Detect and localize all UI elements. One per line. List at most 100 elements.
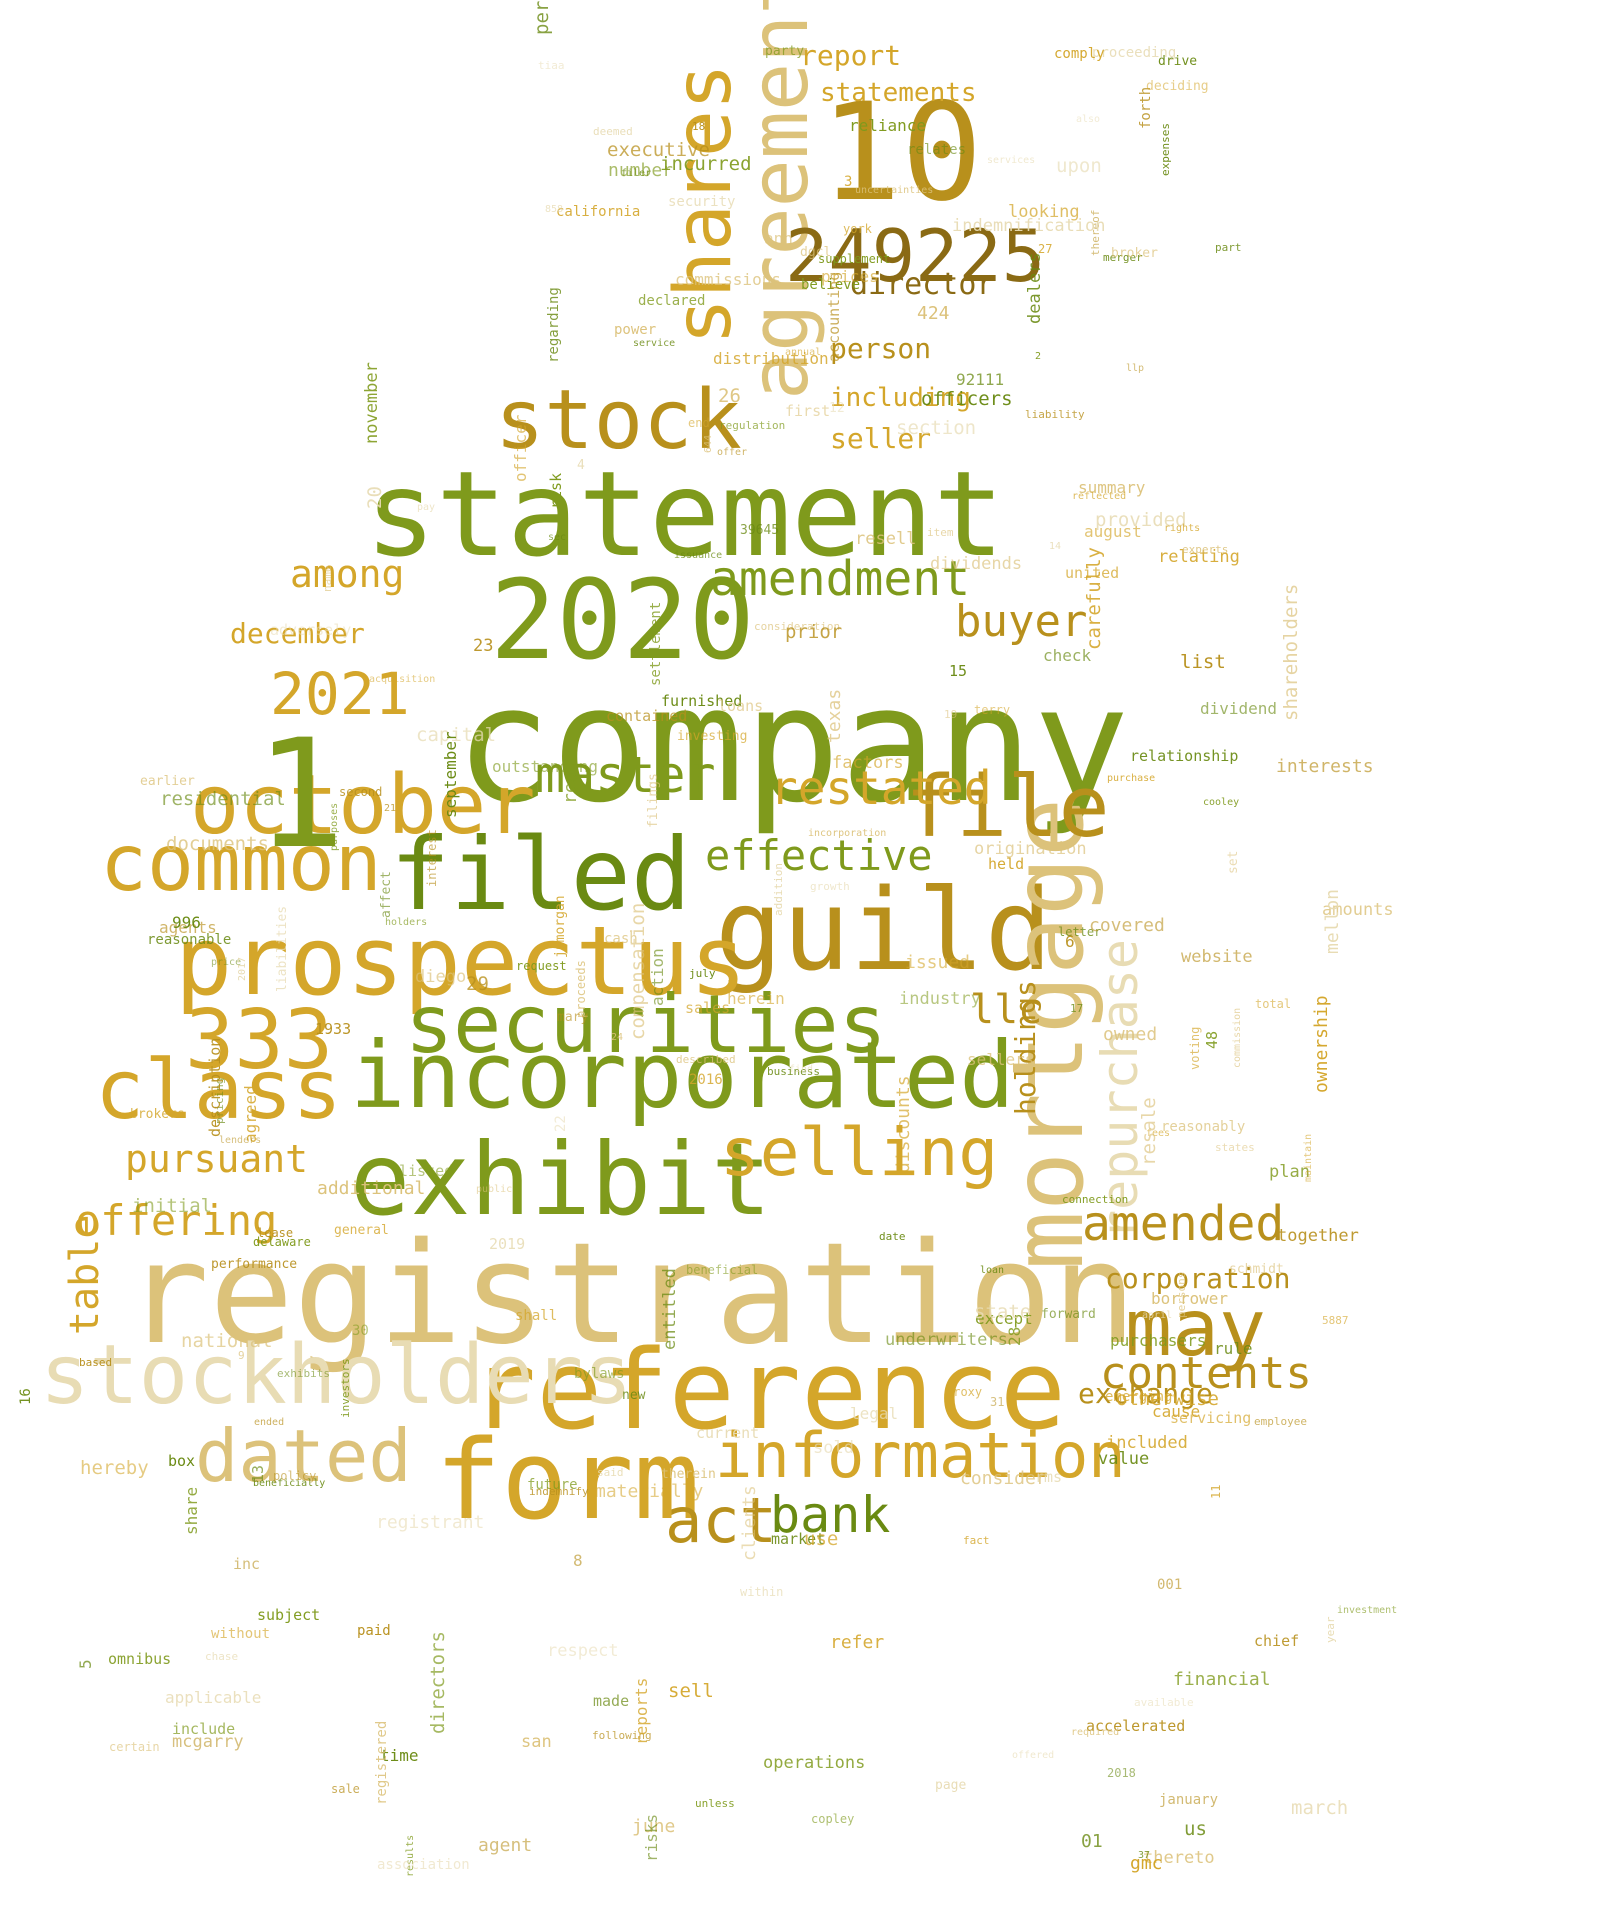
word-security: security <box>668 194 736 210</box>
word-pay: pay <box>417 502 436 513</box>
word-omnibus: omnibus <box>108 1650 172 1668</box>
word-19: 19 <box>944 708 958 721</box>
word-liability: liability <box>1025 408 1085 421</box>
word-risk: risk <box>547 472 565 509</box>
word-interest: interest <box>425 829 439 887</box>
word-chase: chase <box>205 1650 239 1663</box>
word-llc: llc <box>970 987 1043 1033</box>
word-interests: interests <box>1276 756 1374 777</box>
word-24: 24 <box>611 1032 624 1043</box>
word-333: 333 <box>185 993 334 1088</box>
word-include: include <box>172 1720 236 1738</box>
word-september: september <box>441 731 460 818</box>
word-22: 22 <box>553 1115 569 1132</box>
word-dividend: dividend <box>1200 699 1278 718</box>
word-deciding: deciding <box>1146 79 1209 94</box>
word-owned: owned <box>1103 1024 1158 1045</box>
word-voting: voting <box>1188 1026 1202 1070</box>
word-made: made <box>593 1692 630 1710</box>
word-uncertainties: uncertainties <box>855 185 934 196</box>
word-9: 9 <box>238 1349 245 1362</box>
word-financial: financial <box>1173 1669 1271 1690</box>
word-rights: rights <box>1164 523 1201 534</box>
word-29: 29 <box>466 973 489 995</box>
word-may: may <box>1125 1284 1266 1374</box>
word-san: san <box>521 1732 552 1752</box>
word-rms: rms <box>1035 1468 1063 1486</box>
word-otherwise: otherwise <box>1116 1388 1219 1410</box>
word-858: 858 <box>545 204 564 215</box>
word-number: number <box>608 160 674 181</box>
word-subject: subject <box>257 1606 321 1624</box>
word-6: 6 <box>1065 932 1075 951</box>
word-based: based <box>79 1356 113 1369</box>
word-merger: merger <box>1103 251 1143 264</box>
word-registration: registration <box>125 1213 1137 1376</box>
word-relationship: relationship <box>1130 747 1239 765</box>
word-schmidt: schmidt <box>1229 1262 1284 1277</box>
word-described: described <box>676 1053 736 1066</box>
word-section: section <box>896 417 977 439</box>
word-market: market <box>771 1530 826 1548</box>
word-stock: stock <box>495 373 742 468</box>
word-october: october <box>190 758 536 853</box>
word-affect: affect <box>379 871 394 918</box>
word-accelerated: accelerated <box>1086 1717 1186 1735</box>
word-dealers: dealers <box>1025 252 1045 324</box>
word-residential: residential <box>160 788 286 810</box>
word-included: included <box>1106 1433 1188 1453</box>
word-purchase: purchase <box>1107 773 1156 784</box>
word-date: date <box>879 1230 906 1243</box>
word-initial: initial <box>132 1195 213 1217</box>
word-indemnification: indemnification <box>952 216 1106 236</box>
word-mellon: mellon <box>1322 888 1343 954</box>
word-letter: letter <box>1058 925 1102 939</box>
word-ann: ann <box>764 229 793 248</box>
word-indemnify: indemnify <box>529 1485 589 1498</box>
word-expenses: expenses <box>1159 123 1172 176</box>
word-york: york <box>843 222 872 236</box>
word-brokers: brokers <box>130 1107 185 1122</box>
word-executive: executive <box>607 139 710 161</box>
word-proxy: proxy <box>946 1385 983 1399</box>
word-sales: sales <box>685 999 731 1017</box>
word-entitled: entitled <box>660 1268 680 1350</box>
word-restated: restated <box>770 761 992 815</box>
word-seller: seller <box>830 422 932 455</box>
word-12: 12 <box>829 401 845 416</box>
word-value: value <box>1098 1449 1150 1469</box>
word-92111: 92111 <box>956 370 1005 389</box>
word-current: current <box>696 1424 760 1442</box>
word-investors: investors <box>339 1358 352 1418</box>
word-earlier: earlier <box>140 774 195 789</box>
word-operations: operations <box>763 1753 866 1773</box>
word-name: name <box>321 565 334 593</box>
word-december: december <box>230 617 365 650</box>
word-states: states <box>1215 1141 1255 1154</box>
word-upon: upon <box>1056 155 1102 177</box>
word-18: 18 <box>692 120 706 133</box>
word-except: except <box>975 1309 1033 1328</box>
word-tiaa: tiaa <box>538 59 565 72</box>
word-held: held <box>988 855 1025 873</box>
word-fees: fees <box>1146 1128 1171 1139</box>
word-26: 26 <box>718 385 741 407</box>
word-purposes: purposes <box>329 802 340 851</box>
word-filed: filed <box>390 816 692 933</box>
word-servicing: servicing <box>1170 1409 1252 1427</box>
word-said: said <box>597 1466 624 1479</box>
word-prices: prices <box>821 267 879 286</box>
word-provided: provided <box>1095 509 1187 531</box>
word-materially: materially <box>595 1481 704 1502</box>
word-buyer: buyer <box>955 596 1088 647</box>
word-page: page <box>935 1778 967 1793</box>
word-services: services <box>987 155 1036 166</box>
word-15: 15 <box>949 662 968 680</box>
word-mcgarry: mcgarry <box>172 1732 244 1752</box>
word-part: part <box>1215 241 1242 254</box>
word-exhibits: exhibits <box>277 1367 330 1380</box>
word-dated: dated <box>195 1414 412 1498</box>
word-sell: sell <box>668 1680 714 1702</box>
word-reference: reference <box>470 1326 1067 1454</box>
word-documents: documents <box>166 833 269 855</box>
